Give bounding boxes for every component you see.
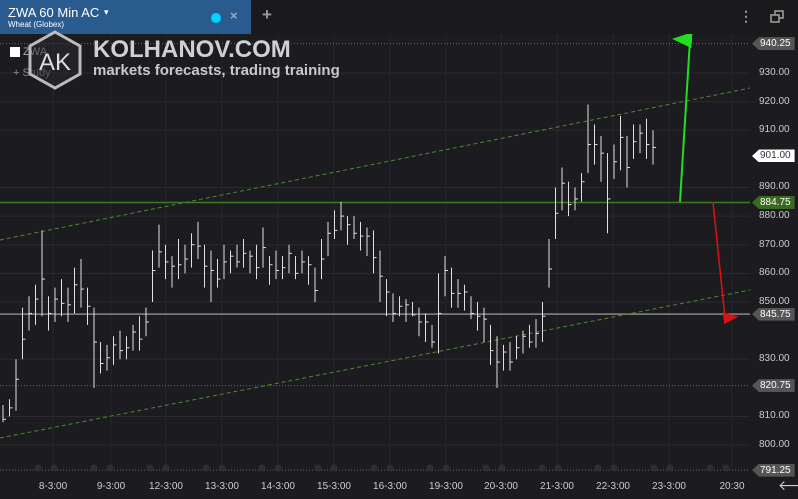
watermark-logo: AK: [28, 30, 82, 90]
price-axis-label: 850.00: [759, 295, 790, 307]
time-axis-label: 9-3:00: [96, 481, 126, 492]
watermark-tagline: markets forecasts, trading training: [93, 62, 340, 79]
time-axis-label: 15-3:00: [317, 481, 351, 492]
price-axis-label: 830.00: [759, 353, 790, 365]
time-axis-label: 22-3:00: [596, 481, 630, 492]
level-price-tag: 820.75: [752, 379, 795, 393]
level-price-tag: 884.75: [752, 196, 795, 209]
timeline-marker: [218, 464, 226, 472]
timeline-marker: [146, 464, 154, 472]
timeline-marker: [314, 464, 322, 472]
time-axis-label: 20:30: [719, 481, 745, 492]
close-tab-icon[interactable]: ×: [230, 8, 238, 23]
timeline-marker: [50, 464, 58, 472]
time-axis-label: 13-3:00: [205, 481, 239, 492]
timeline-marker: [202, 464, 210, 472]
time-axis-label: 19-3:00: [429, 481, 463, 492]
channel-upper-line: [0, 87, 751, 241]
timeline-marker: [90, 464, 98, 472]
price-axis-label: 880.00: [759, 210, 790, 222]
svg-text:AK: AK: [39, 49, 71, 76]
price-axis-label: 800.00: [759, 439, 790, 451]
time-axis-label: 21-3:00: [540, 481, 574, 492]
timeline-marker: [34, 464, 42, 472]
symbol-subtitle: Wheat (Globex): [8, 20, 65, 29]
channel-lower-line: [0, 289, 751, 439]
timeline-marker: [106, 464, 114, 472]
timeline-marker: [554, 464, 562, 472]
legend-checkbox[interactable]: [10, 47, 20, 58]
timeline-marker: [722, 464, 730, 472]
price-axis-label: 930.00: [759, 67, 790, 78]
price-axis-label: 870.00: [759, 238, 790, 250]
price-axis-label: 860.00: [759, 267, 790, 279]
top-bar: ZWA 60 Min AC ▾ Wheat (Globex) × + ⋮: [0, 0, 798, 34]
timeline-marker: [258, 464, 266, 472]
price-axis-label: 910.00: [759, 124, 790, 136]
timeline-marker: [610, 464, 618, 472]
time-axis-label: 8-3:00: [38, 481, 68, 492]
timeline-marker: [650, 464, 658, 472]
timeline-marker: [538, 464, 546, 472]
timeline-marker: [594, 464, 602, 472]
restore-window-icon[interactable]: [770, 10, 784, 24]
timeline-marker: [386, 464, 394, 472]
current-price-tag: 901.00: [752, 149, 795, 163]
down-arrow: [712, 201, 739, 325]
dropdown-caret-icon[interactable]: ▾: [104, 7, 109, 17]
timeline-marker: [498, 464, 506, 472]
timeline-marker: [274, 464, 282, 472]
price-axis-label: 890.00: [759, 181, 790, 193]
time-axis-label: 23-3:00: [652, 481, 686, 492]
status-dot-icon: [211, 13, 221, 23]
timeline-marker: [162, 464, 170, 472]
timeline-marker: [426, 464, 434, 472]
price-axis-label: 810.00: [759, 410, 790, 422]
timeline-marker: [666, 464, 674, 472]
time-axis-label: 14-3:00: [261, 481, 295, 492]
timeline-marker: [482, 464, 490, 472]
timeline-marker: [330, 464, 338, 472]
scroll-back-icon[interactable]: 🡐: [778, 477, 798, 493]
price-axis-label: 920.00: [759, 95, 790, 107]
time-axis-label: 12-3:00: [149, 481, 183, 492]
chart-tab[interactable]: ZWA 60 Min AC ▾ Wheat (Globex) ×: [0, 0, 251, 34]
add-tab-button[interactable]: +: [262, 5, 272, 24]
up-arrow: [672, 32, 693, 203]
more-menu-icon[interactable]: ⋮: [739, 8, 753, 24]
level-price-tag: 940.25: [752, 37, 795, 51]
level-price-tag: 845.75: [752, 307, 795, 321]
level-price-tag: 791.25: [752, 463, 795, 477]
time-axis-label: 16-3:00: [373, 481, 407, 492]
timeline-marker: [370, 464, 378, 472]
timeline-marker: [706, 464, 714, 472]
watermark-title: KOLHANOV.COM: [93, 36, 291, 63]
symbol-title: ZWA 60 Min AC: [8, 5, 100, 20]
time-axis-label: 20-3:00: [484, 481, 518, 492]
timeline-marker: [442, 464, 450, 472]
